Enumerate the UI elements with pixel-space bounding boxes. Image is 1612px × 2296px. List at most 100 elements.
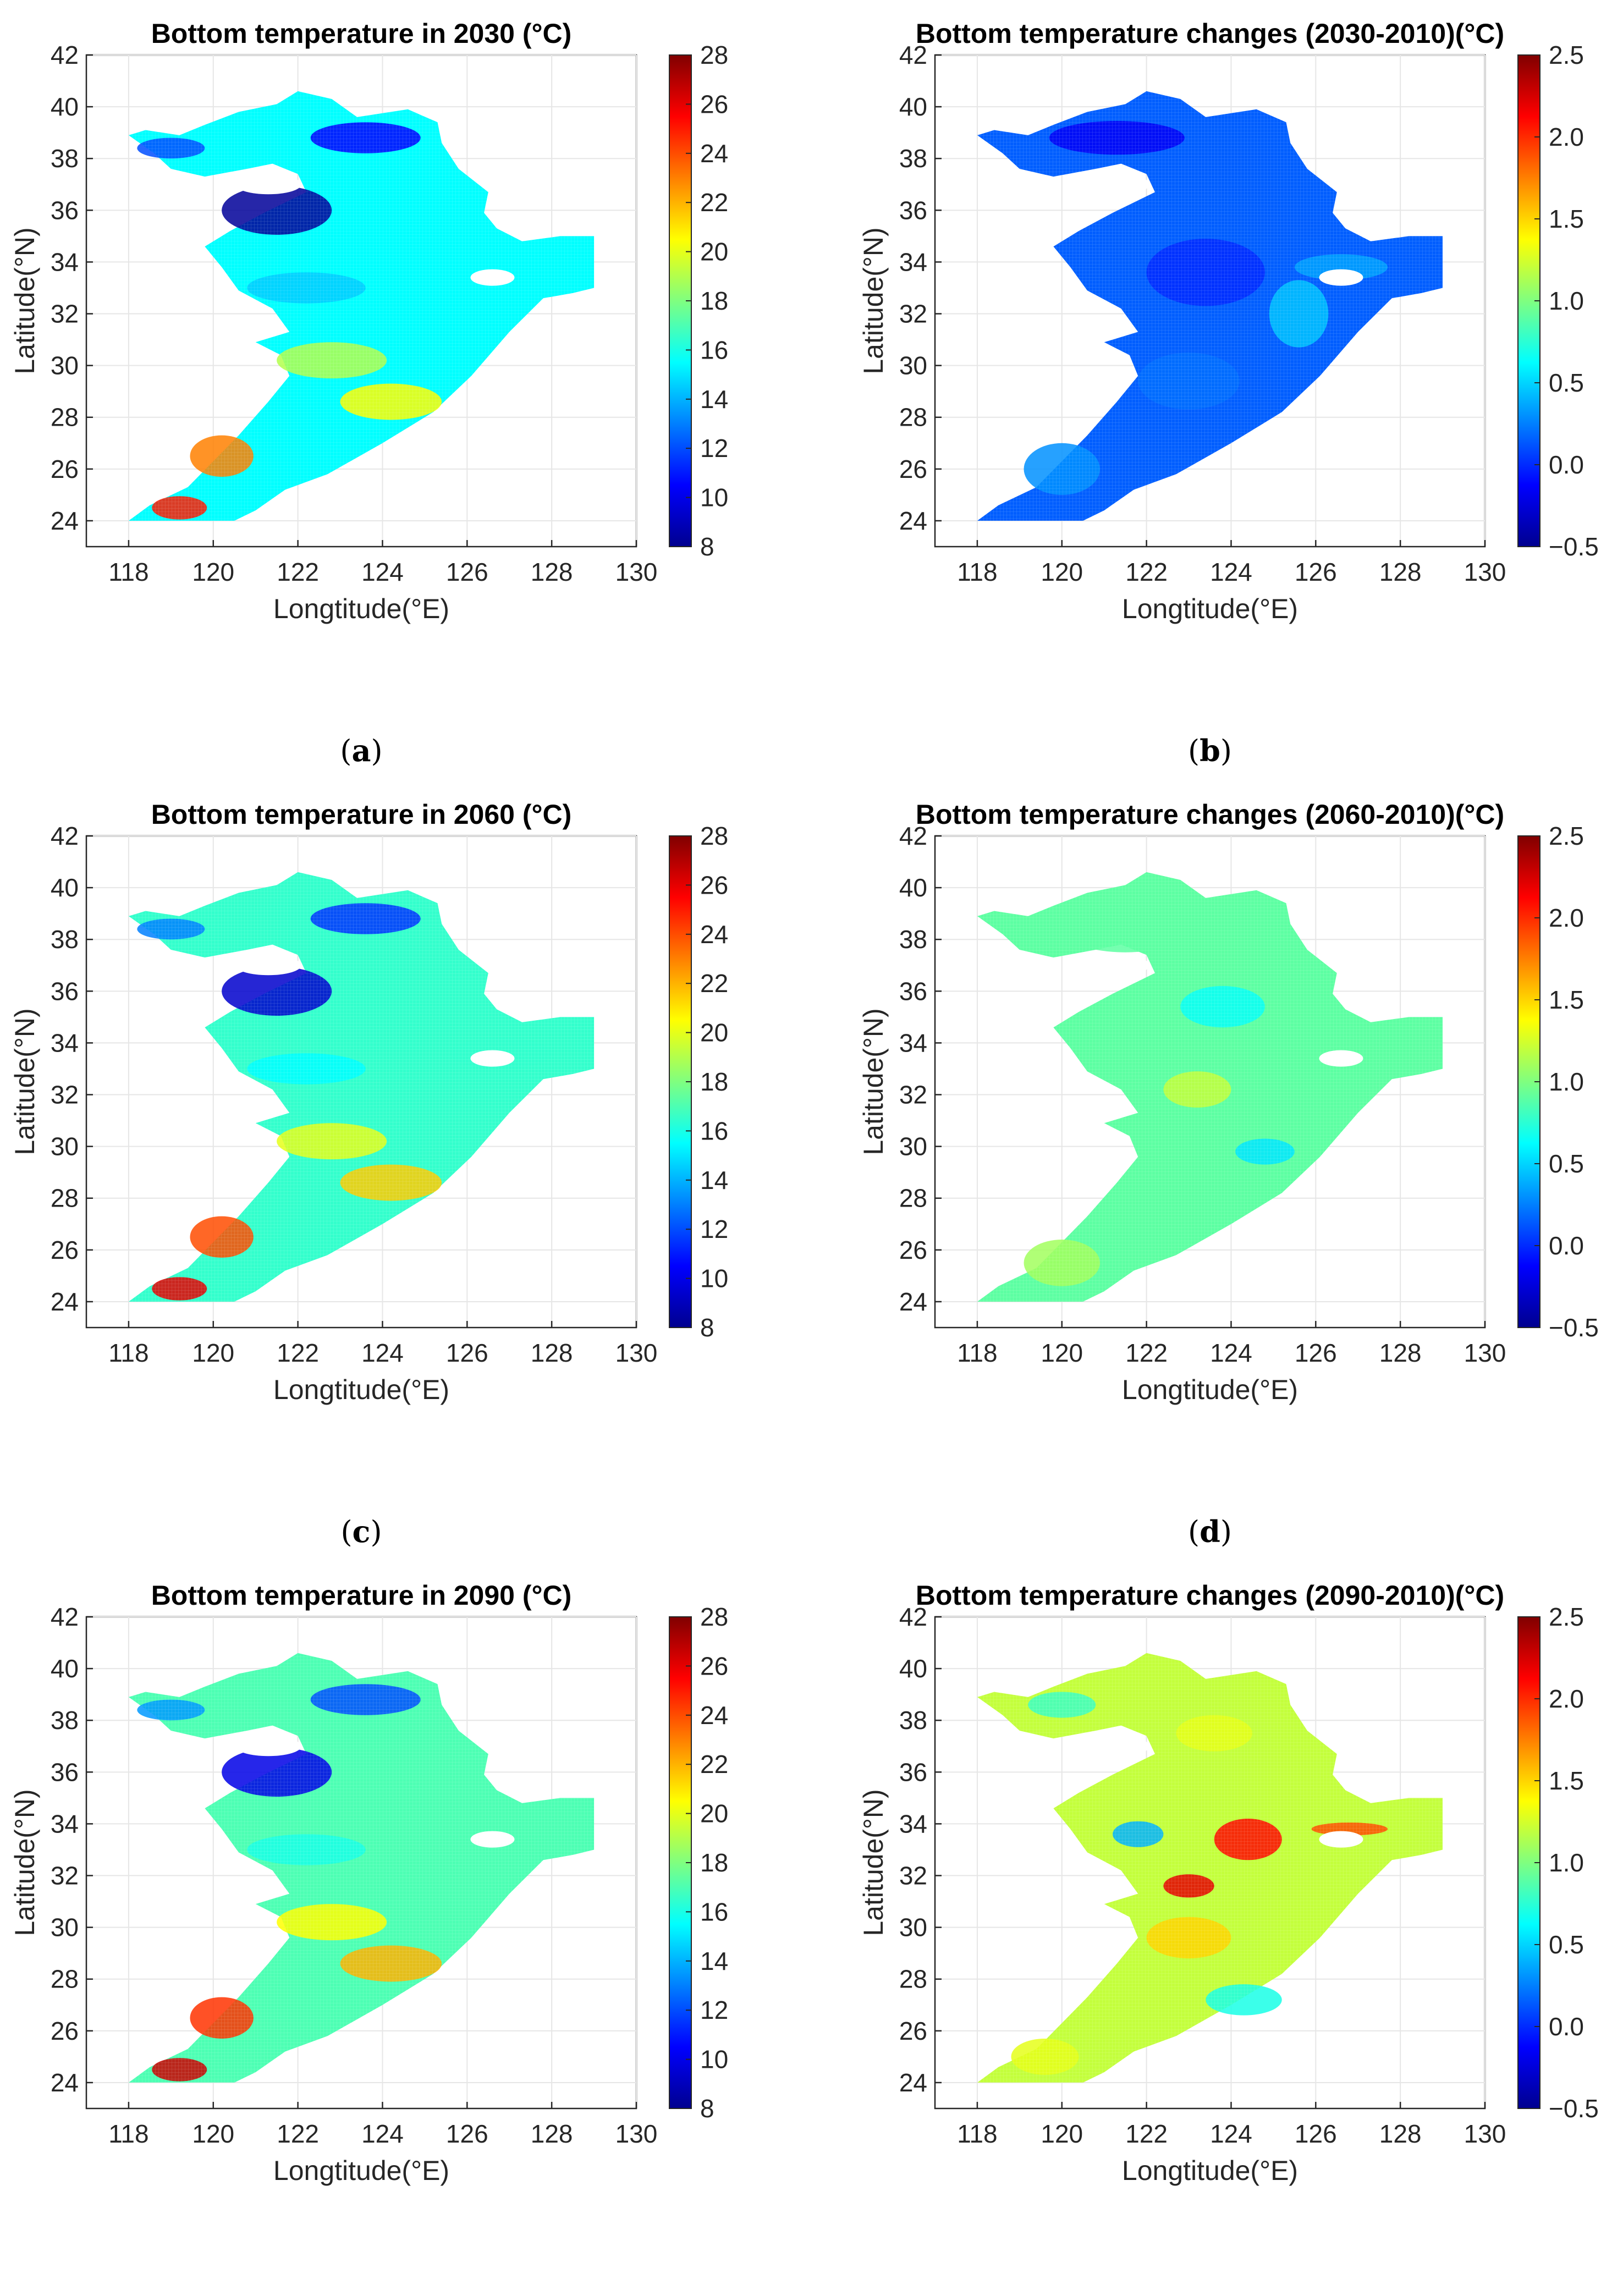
panel-title: Bottom temperature changes (2090-2010)(°… (916, 1580, 1504, 1611)
colorbar-tick-label: 14 (700, 1947, 728, 1975)
x-tick-label: 122 (1125, 1339, 1168, 1367)
y-axis-label: Latitude(°N) (858, 227, 889, 374)
colorbar-tick-label: 18 (700, 287, 728, 315)
x-tick-label: 124 (1210, 558, 1252, 586)
y-tick-label: 38 (899, 144, 927, 173)
y-tick-label: 30 (51, 1913, 79, 1942)
colorbar-tick-label: 26 (700, 871, 728, 899)
panel-title: Bottom temperature in 2060 (°C) (151, 799, 572, 830)
x-tick-label: 120 (1041, 1339, 1083, 1367)
colorbar-tick-label: 2.5 (1549, 822, 1584, 850)
colorbar-tick-label: 14 (700, 1166, 728, 1194)
y-axis-label: Latitude(°N) (9, 227, 40, 374)
y-tick-label: 24 (899, 1287, 927, 1316)
x-axis-label: Longtitude(°E) (1122, 1374, 1298, 1405)
panel-title: Bottom temperature in 2030 (°C) (151, 18, 572, 49)
y-tick-label: 36 (899, 977, 927, 1005)
y-tick-label: 24 (51, 2068, 79, 2097)
x-tick-label: 120 (192, 1339, 234, 1367)
colorbar-tick-label: 1.0 (1549, 287, 1584, 315)
y-tick-label: 32 (51, 1081, 79, 1109)
x-tick-label: 118 (108, 1339, 148, 1367)
y-tick-label: 28 (51, 403, 79, 432)
colorbar-tick-label: 20 (700, 1018, 728, 1047)
y-tick-label: 26 (899, 1236, 927, 1264)
colorbar-tick-label: 8 (700, 1313, 714, 1342)
colorbar-tick-label: 22 (700, 969, 728, 998)
model-grid-cells (128, 1653, 595, 2083)
x-tick-label: 120 (192, 2119, 234, 2148)
y-tick-label: 42 (899, 1603, 927, 1631)
colorbar-tick-label: 2.5 (1549, 1603, 1584, 1631)
y-tick-label: 28 (51, 1965, 79, 1994)
y-axis-label: Latitude(°N) (858, 1008, 889, 1155)
y-tick-label: 40 (899, 92, 927, 121)
x-tick-label: 128 (531, 558, 573, 586)
x-tick-label: 124 (1210, 1339, 1252, 1367)
y-tick-label: 28 (51, 1184, 79, 1213)
colorbar-tick-label: 2.0 (1549, 904, 1584, 932)
y-tick-label: 34 (899, 1809, 927, 1838)
colorbar-tick-label: 2.0 (1549, 123, 1584, 151)
colorbar-tick-label: 1.5 (1549, 1766, 1584, 1795)
colorbar-tick-label: 16 (700, 1897, 728, 1926)
x-tick-label: 126 (1295, 1339, 1337, 1367)
x-tick-label: 126 (1295, 558, 1337, 586)
y-tick-label: 36 (899, 196, 927, 224)
land-island (1319, 269, 1363, 286)
y-tick-label: 30 (899, 1132, 927, 1161)
x-tick-label: 128 (1379, 558, 1422, 586)
y-tick-label: 24 (51, 1287, 79, 1316)
y-tick-label: 34 (51, 247, 79, 276)
y-tick-label: 32 (899, 1081, 927, 1109)
x-tick-label: 126 (446, 558, 488, 586)
colorbar-tick-label: 28 (700, 1603, 728, 1631)
land-island (1083, 1736, 1150, 1757)
model-grid-cells (128, 872, 595, 1302)
x-tick-label: 118 (957, 558, 997, 586)
x-tick-label: 122 (277, 558, 319, 586)
land-island (1083, 955, 1150, 976)
x-tick-label: 130 (1464, 558, 1506, 586)
land-island (470, 1831, 515, 1848)
colorbar-tick-label: 26 (700, 90, 728, 118)
panel-d: 118 120 122 124 126 128 130 24 26 28 30 32 34 36 38 40 4… (858, 799, 1599, 1549)
x-tick-label: 118 (108, 558, 148, 586)
x-tick-label: 128 (531, 1339, 573, 1367)
x-tick-label: 126 (446, 2119, 488, 2148)
y-tick-label: 38 (899, 925, 927, 954)
colorbar-tick-label: 28 (700, 822, 728, 850)
model-grid-cells (128, 91, 595, 521)
land-island (249, 1885, 271, 1897)
colorbar-tick-label: −0.5 (1549, 532, 1599, 561)
colorbar-tick-label: 8 (700, 2094, 714, 2123)
y-tick-label: 32 (899, 300, 927, 328)
y-tick-label: 32 (899, 1862, 927, 1890)
y-tick-label: 38 (899, 1706, 927, 1735)
x-tick-label: 122 (277, 2119, 319, 2148)
colorbar-tick-label: 0.0 (1549, 2012, 1584, 2041)
land-island (235, 174, 301, 195)
y-tick-label: 24 (899, 506, 927, 535)
land-island (1097, 1885, 1120, 1897)
land-island (1319, 1831, 1363, 1848)
colorbar-tick-label: 10 (700, 2045, 728, 2074)
x-tick-label: 130 (1464, 1339, 1506, 1367)
colorbar-tick-label: 12 (700, 1996, 728, 2024)
y-tick-label: 38 (51, 925, 79, 954)
y-tick-label: 42 (51, 41, 79, 69)
y-tick-label: 26 (51, 2017, 79, 2045)
colorbar-tick-label: 0.5 (1549, 1149, 1584, 1178)
y-axis-label: Latitude(°N) (9, 1789, 40, 1936)
panel-e: 118 120 122 124 126 128 1302426283032343638404… (9, 1580, 728, 2296)
y-tick-label: 24 (51, 506, 79, 535)
colorbar-tick-label: 22 (700, 188, 728, 217)
x-tick-label: 120 (192, 558, 234, 586)
colorbar-tick-label: 12 (700, 1215, 728, 1243)
panel-caption: (a) (340, 733, 382, 768)
panel-f: 118 120 122 124 126 128 130 24 26 28 30 32 34 36 38 40 4… (858, 1580, 1599, 2296)
y-tick-label: 40 (51, 873, 79, 902)
y-tick-label: 26 (51, 455, 79, 483)
x-tick-label: 120 (1041, 2119, 1083, 2148)
y-tick-label: 32 (51, 300, 79, 328)
